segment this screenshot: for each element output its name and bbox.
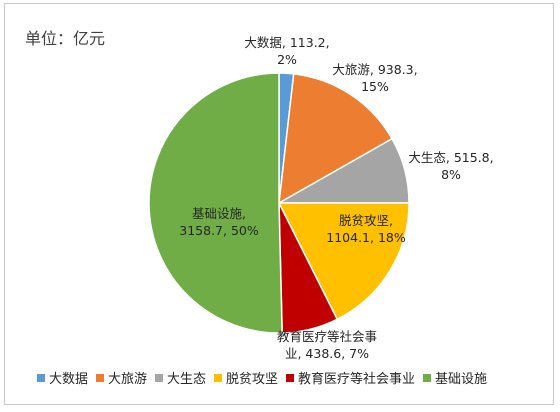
data-label-1: 大旅游, 938.3, 15% bbox=[332, 62, 417, 94]
legend-swatch-5 bbox=[423, 374, 431, 382]
data-label-5: 基础设施, 3158.7, 50% bbox=[179, 206, 259, 238]
legend-label-4: 教育医疗等社会事业 bbox=[298, 371, 415, 387]
legend-swatch-1 bbox=[96, 374, 104, 382]
data-label-4: 教育医疗等社会事业, 438.6, 7% bbox=[277, 329, 377, 361]
data-label-0: 大数据, 113.2, 2% bbox=[244, 35, 329, 67]
pie-slice-5 bbox=[148, 72, 283, 334]
legend-label-5: 基础设施 bbox=[435, 372, 487, 387]
legend-label-2: 大生态 bbox=[167, 372, 206, 387]
unit-label: 单位：亿元 bbox=[25, 29, 106, 48]
data-label-3: 脱贫攻坚, 1104.1, 18% bbox=[326, 213, 406, 245]
legend: 大数据 大旅游 大生态 脱贫攻坚 教育医疗等社会事业 基础设施 bbox=[37, 371, 487, 387]
data-labels: 大数据, 113.2, 2%大旅游, 938.3, 15% 大生态, 515.8, 8%… bbox=[179, 35, 493, 361]
legend-swatch-2 bbox=[155, 374, 163, 382]
legend-label-0: 大数据 bbox=[49, 372, 88, 387]
data-label-2: 大生态, 515.8, 8% bbox=[408, 150, 493, 182]
pie-slice-1 bbox=[278, 73, 394, 205]
legend-swatch-3 bbox=[214, 374, 222, 382]
legend-swatch-4 bbox=[286, 374, 294, 382]
legend-label-3: 脱贫攻坚 bbox=[226, 371, 278, 387]
pie-slice-3 bbox=[277, 202, 410, 321]
legend-label-1: 大旅游 bbox=[108, 372, 147, 387]
legend-swatch-0 bbox=[37, 374, 45, 382]
pie-slices bbox=[148, 72, 410, 334]
